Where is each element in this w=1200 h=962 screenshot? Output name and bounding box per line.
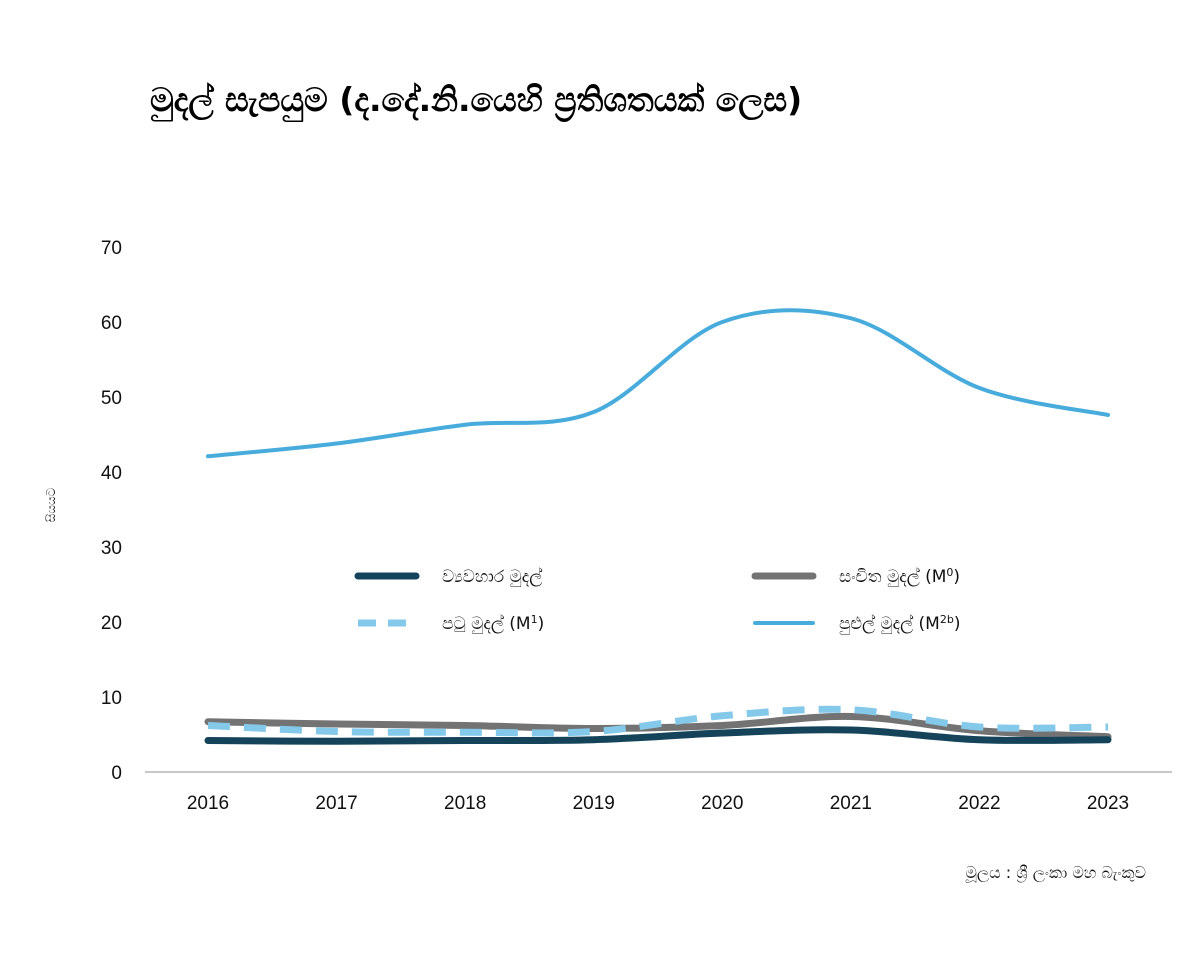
series-lines <box>204 308 1112 745</box>
y-tick-label: 40 <box>101 463 122 484</box>
x-tick-label: 2016 <box>187 793 229 814</box>
series-line-reserve-money <box>204 712 1112 741</box>
legend-label-part: ) <box>954 614 961 634</box>
legend-label-part: සංචිත මුදල් (M <box>839 567 946 587</box>
y-tick-label: 0 <box>111 763 122 784</box>
legend-label-part: 1 <box>531 613 538 626</box>
y-tick-label: 70 <box>101 238 122 259</box>
x-tick-label: 2019 <box>573 793 615 814</box>
y-tick-label: 60 <box>101 313 122 334</box>
y-tick-label: 20 <box>101 613 122 634</box>
x-tick-label: 2017 <box>315 793 357 814</box>
y-axis-ticks: 0 10 20 30 40 50 60 70 <box>101 238 122 784</box>
legend-label-broad-money: පුළුල් මුදල් (M2b) <box>839 613 960 635</box>
y-axis-label: සියයට <box>44 487 58 522</box>
legend-label-reserve-money: සංචිත මුදල් (M0) <box>839 566 960 588</box>
legend-label-narrow-money: පටු මුදල් (M1) <box>442 613 544 635</box>
x-tick-label: 2020 <box>701 793 743 814</box>
y-tick-label: 10 <box>101 688 122 709</box>
x-axis-ticks: 2016 2017 2018 2019 2020 2021 2022 2023 <box>187 793 1129 814</box>
legend-label-part: පටු මුදල් (M <box>442 614 531 634</box>
source-note: මූලය : ශ්‍රී ලංකා මහ බැංකුව <box>965 863 1146 883</box>
legend-label-part: ව්‍යවහාර මුදල් <box>442 567 542 587</box>
x-tick-label: 2022 <box>958 793 1000 814</box>
legend: ව්‍යවහාර මුදල් සංචිත මුදල් (M0)පටු මුදල් … <box>354 566 960 635</box>
legend-label-part: 2b <box>940 613 954 626</box>
x-tick-label: 2021 <box>830 793 872 814</box>
x-tick-label: 2023 <box>1087 793 1129 814</box>
x-tick-label: 2018 <box>444 793 486 814</box>
chart-title: මුදල් සැපයුම (ද.දේ.නි.යෙහි ප්‍රතිශතයක් ල… <box>150 80 803 119</box>
series-line-currency <box>204 726 1112 745</box>
legend-label-part: පුළුල් මුදල් (M <box>839 614 940 634</box>
y-tick-label: 30 <box>101 538 122 559</box>
legend-label-part: 0 <box>946 566 953 579</box>
legend-label-part: ) <box>538 614 545 634</box>
y-tick-label: 50 <box>101 388 122 409</box>
legend-label-currency: ව්‍යවහාර මුදල් <box>442 567 542 587</box>
series-line-broad-money <box>206 308 1110 459</box>
series-line-narrow-money <box>207 705 1109 737</box>
legend-label-part: ) <box>953 567 960 587</box>
